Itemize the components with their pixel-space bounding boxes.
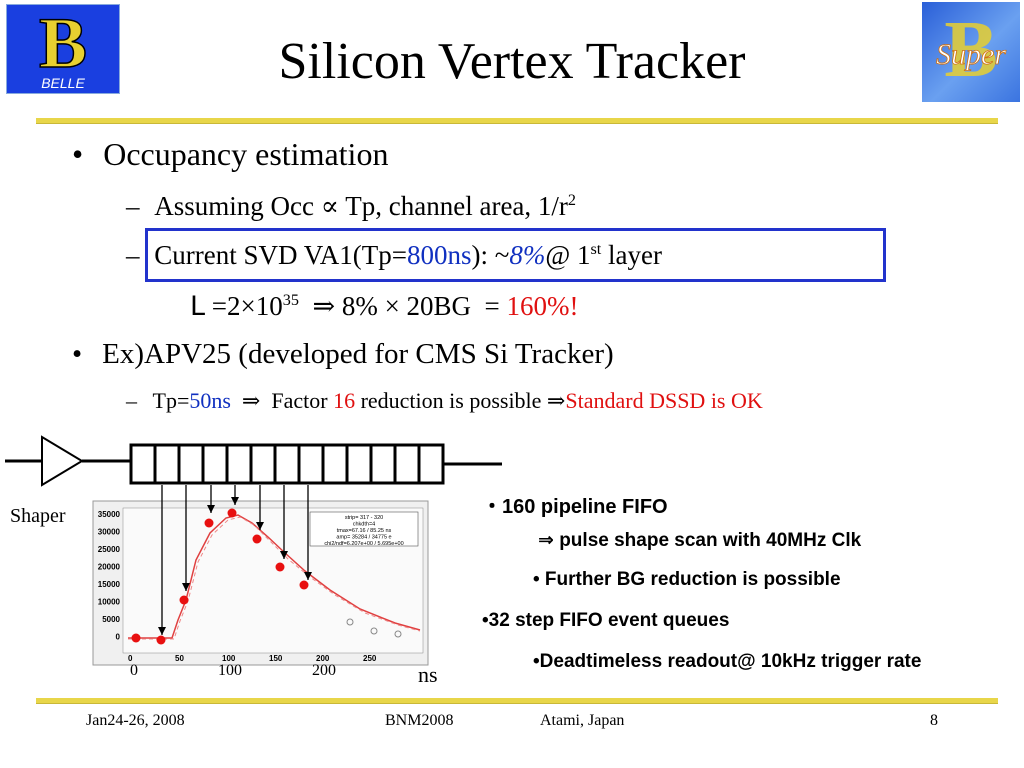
sample-point [156, 635, 166, 645]
note-pulse-scan: ⇒ pulse shape scan with 40MHz Clk [538, 530, 862, 551]
super-belle-logo: B Super [922, 2, 1020, 102]
y-tick-label: 35000 [98, 510, 121, 519]
y-tick-label: 30000 [98, 528, 121, 537]
x-label-200: 200 [312, 662, 336, 679]
arrow-head-icon [158, 627, 166, 635]
luminosity-calc: L =2×1035 ⇒ 8% × 20BG = 160%! [190, 291, 579, 322]
stats-line: strip= 317 - 320 [345, 515, 383, 521]
top-divider [36, 118, 998, 124]
arrow-head-icon [207, 505, 215, 513]
arrow-head-icon [256, 522, 264, 530]
sample-marker [370, 627, 378, 635]
x-tick-label: 0 [128, 654, 133, 663]
note-deadtimeless: •Deadtimeless readout@ 10kHz trigger rat… [533, 651, 922, 672]
sample-marker [394, 630, 402, 638]
sample-point [299, 580, 309, 590]
arrow-head-icon [304, 572, 312, 580]
pipeline-diagram: 35000 30000 25000 20000 15000 10000 5000 0 0 50 1… [5, 435, 502, 679]
fit-curve [128, 514, 421, 639]
y-tick-label: 5000 [102, 615, 120, 624]
footer-place: Atami, Japan [540, 712, 625, 729]
stats-box [309, 511, 419, 547]
arrow-head-icon [280, 551, 288, 559]
highlight-box [145, 228, 886, 282]
pipeline-fifo [129, 443, 445, 485]
svg-text:BELLE: BELLE [41, 75, 85, 91]
y-tick-label: 10000 [98, 598, 121, 607]
y-tick-labels: 35000 30000 25000 20000 15000 10000 5000 0 [98, 510, 121, 642]
sample-point [275, 562, 285, 572]
sample-point [252, 534, 262, 544]
x-label-100: 100 [218, 662, 242, 679]
sub-bullet-current-svd: – Current SVD VA1(Tp=800ns): ~8%@ 1st la… [126, 240, 663, 270]
stats-line: amp= 35284 / 34775 e [336, 535, 391, 541]
arrow-head-icon [231, 497, 239, 505]
footer-page-number: 8 [930, 712, 938, 729]
belle-logo: B BELLE [6, 2, 120, 94]
note-bg-reduction: • Further BG reduction is possible [533, 569, 841, 590]
sample-point [179, 595, 189, 605]
x-label-0: 0 [130, 662, 138, 679]
y-tick-label: 20000 [98, 563, 121, 572]
x-tick-label: 50 [175, 654, 184, 663]
sub-bullet-tp50: – Tp=50ns ⇒ Factor 16 reduction is possi… [126, 388, 763, 413]
stats-line: tmax=67.16 / 85.25 ns [337, 528, 392, 534]
footer-date: Jan24-26, 2008 [86, 712, 185, 729]
belle-b-icon: B BELLE [38, 2, 88, 91]
x-tick-label: 250 [363, 654, 377, 663]
x-tick-label: 100 [222, 654, 236, 663]
x-unit-label: ns [418, 662, 438, 687]
sample-point [204, 518, 214, 528]
note-fifo-queues: •32 step FIFO event queues [482, 610, 730, 631]
y-tick-label: 25000 [98, 545, 121, 554]
footer-conference: BNM2008 [385, 712, 454, 729]
svg-text:B: B [39, 5, 87, 83]
sub-bullet-assuming: – Assuming Occ ∝ Tp, channel area, 1/r2 [126, 191, 577, 221]
svg-text:Super: Super [936, 38, 1006, 71]
fit-curve-dashed [128, 516, 421, 640]
x-tick-label: 150 [269, 654, 283, 663]
shaper-triangle-icon [41, 435, 84, 487]
y-tick-label: 0 [116, 633, 121, 642]
shaper-label: Shaper [10, 505, 66, 527]
note-pipeline-fifo: ・160 pipeline FIFO [482, 496, 668, 518]
svg-text:B: B [944, 6, 997, 94]
bullet-apv25: • Ex)APV25 (developed for CMS Si Tracker) [72, 338, 614, 370]
x-tick-label: 200 [316, 654, 330, 663]
bullet-occupancy: • Occupancy estimation [72, 136, 389, 172]
bottom-divider [36, 698, 998, 704]
slide-title: Silicon Vertex Tracker [278, 33, 746, 90]
y-tick-label: 15000 [98, 580, 121, 589]
sample-point [131, 633, 141, 643]
sample-marker [346, 618, 354, 626]
x-tick-labels: 0 50 100 150 200 250 [128, 654, 377, 663]
super-b-icon: B Super [936, 6, 1007, 94]
arrow-head-icon [182, 583, 190, 591]
sample-point [227, 508, 237, 518]
pipeline-outline [129, 443, 445, 485]
stats-line: chkdth=4 [353, 522, 375, 528]
stats-line: chi2/ndf=6.207e+00 / 5.695e+00 [324, 541, 403, 547]
